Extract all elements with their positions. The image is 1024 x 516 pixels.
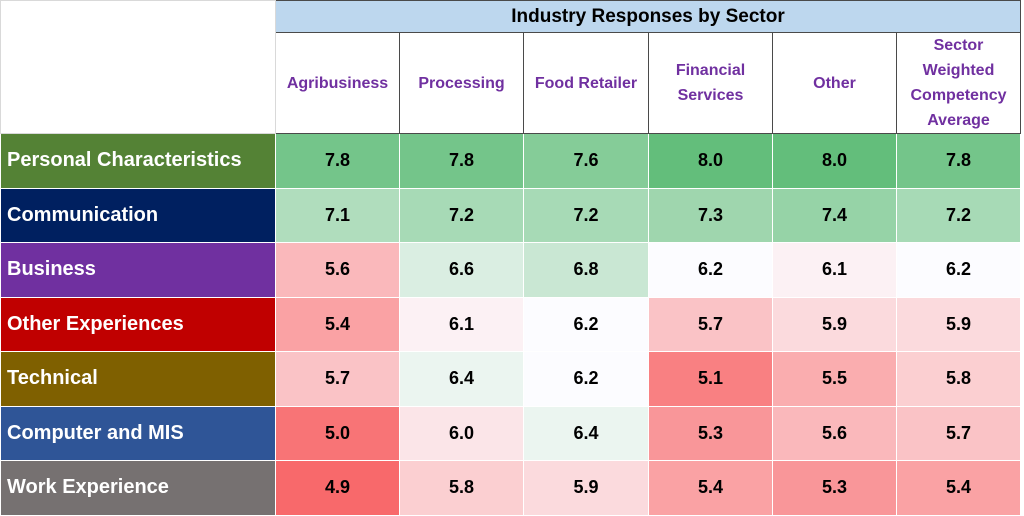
heatmap-cell: 5.8 [896, 351, 1021, 407]
table-row: Business 5.6 6.6 6.8 6.2 6.1 6.2 [0, 242, 1021, 298]
row-label: Other Experiences [0, 296, 276, 352]
heatmap-cell: 6.6 [399, 242, 524, 298]
heatmap-cell: 5.3 [772, 460, 897, 516]
column-header: Agribusiness [275, 32, 400, 134]
heatmap-cell: 5.1 [648, 351, 773, 407]
heatmap-cell: 7.4 [772, 187, 897, 243]
heatmap-cell: 6.1 [772, 242, 897, 298]
heatmap-cell: 5.0 [275, 405, 400, 461]
heatmap-cell: 6.2 [523, 296, 649, 352]
column-header: Food Retailer [523, 32, 649, 134]
heatmap-cell: 6.8 [523, 242, 649, 298]
heatmap-cell: 7.1 [275, 187, 400, 243]
heatmap-cell: 5.9 [523, 460, 649, 516]
heatmap-cell: 5.7 [896, 405, 1021, 461]
row-label: Communication [0, 187, 276, 243]
heatmap-cell: 5.8 [399, 460, 524, 516]
corner-cell [0, 0, 276, 134]
table-row: Communication 7.1 7.2 7.2 7.3 7.4 7.2 [0, 187, 1021, 243]
heatmap-cell: 5.5 [772, 351, 897, 407]
row-label: Work Experience [0, 460, 276, 516]
table-row: Technical 5.7 6.4 6.2 5.1 5.5 5.8 [0, 351, 1021, 407]
heatmap-cell: 6.4 [399, 351, 524, 407]
heatmap-cell: 7.6 [523, 133, 649, 189]
heatmap-cell: 5.4 [896, 460, 1021, 516]
heatmap-cell: 7.2 [896, 187, 1021, 243]
heatmap-cell: 6.2 [648, 242, 773, 298]
heatmap-cell: 7.2 [523, 187, 649, 243]
heatmap-cell: 7.3 [648, 187, 773, 243]
heatmap-cell: 7.2 [399, 187, 524, 243]
heatmap-cell: 6.0 [399, 405, 524, 461]
column-header: Processing [399, 32, 524, 134]
heatmap-cell: 7.8 [896, 133, 1021, 189]
row-label: Technical [0, 351, 276, 407]
row-label: Computer and MIS [0, 405, 276, 461]
table-row: Work Experience 4.9 5.8 5.9 5.4 5.3 5.4 [0, 460, 1021, 516]
heatmap-cell: 5.9 [772, 296, 897, 352]
heatmap-cell: 5.3 [648, 405, 773, 461]
column-header: Sector Weighted Competency Average [896, 32, 1021, 134]
table-row: Computer and MIS 5.0 6.0 6.4 5.3 5.6 5.7 [0, 405, 1021, 461]
heatmap-cell: 6.2 [523, 351, 649, 407]
heatmap-cell: 7.8 [275, 133, 400, 189]
heatmap-cell: 5.6 [275, 242, 400, 298]
table-row: Personal Characteristics 7.8 7.8 7.6 8.0 8.0 7… [0, 133, 1021, 189]
column-header: Financial Services [648, 32, 773, 134]
heatmap-cell: 7.8 [399, 133, 524, 189]
column-header: Other [772, 32, 897, 134]
heatmap-cell: 4.9 [275, 460, 400, 516]
table-row: Other Experiences 5.4 6.1 6.2 5.7 5.9 5.9 [0, 296, 1021, 352]
heatmap-cell: 5.6 [772, 405, 897, 461]
row-label: Personal Characteristics [0, 133, 276, 189]
heatmap-cell: 5.9 [896, 296, 1021, 352]
heatmap-cell: 5.7 [648, 296, 773, 352]
heatmap-cell: 5.7 [275, 351, 400, 407]
heatmap-cell: 5.4 [648, 460, 773, 516]
heatmap-cell: 6.1 [399, 296, 524, 352]
heatmap-cell: 6.2 [896, 242, 1021, 298]
heatmap-cell: 8.0 [648, 133, 773, 189]
heatmap-cell: 8.0 [772, 133, 897, 189]
heatmap-cell: 6.4 [523, 405, 649, 461]
row-label: Business [0, 242, 276, 298]
heatmap-cell: 5.4 [275, 296, 400, 352]
chart-title: Industry Responses by Sector [275, 0, 1021, 33]
